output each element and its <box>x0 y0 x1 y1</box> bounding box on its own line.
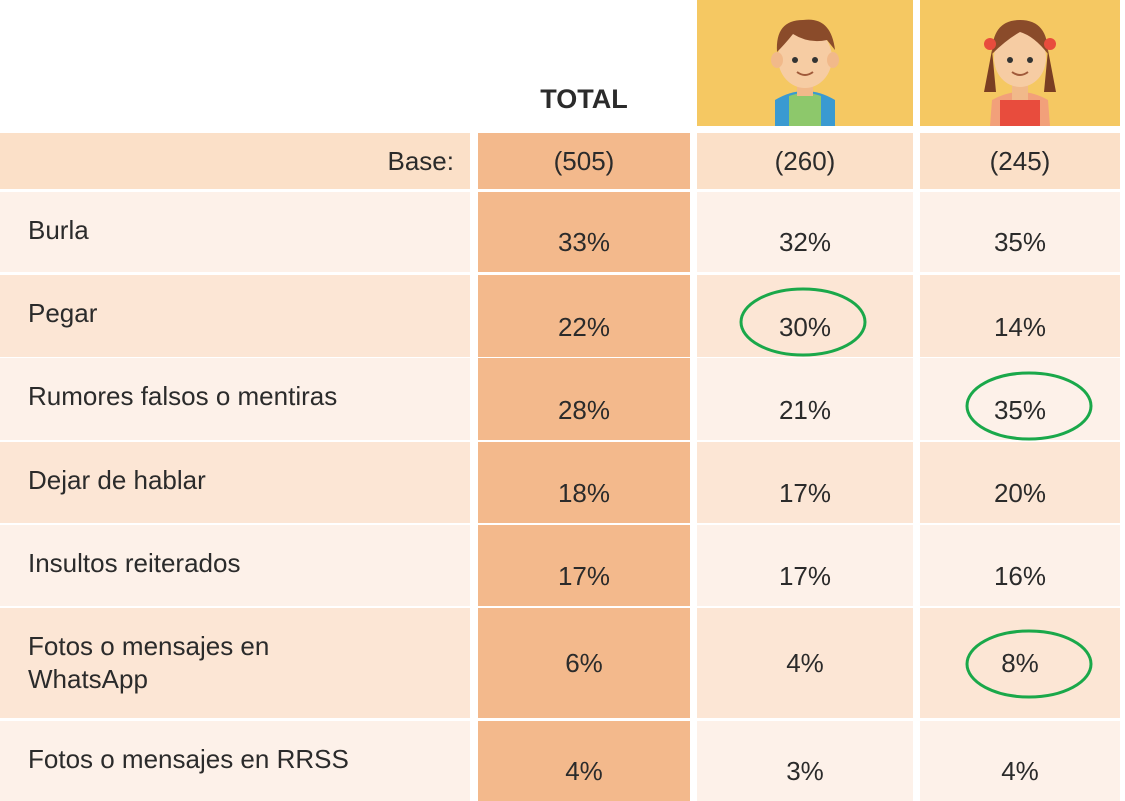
boy-icon <box>771 19 839 126</box>
row-value: 3% <box>697 721 913 801</box>
row-label-text: Burla <box>28 215 89 245</box>
row-label: Dejar de hablar <box>0 442 470 523</box>
row-label: Insultos reiterados <box>0 525 470 606</box>
row-value: 18% <box>478 442 690 523</box>
row-value: 17% <box>697 442 913 523</box>
row-value-text: 16% <box>993 561 1047 591</box>
row-value: 14% <box>920 275 1120 357</box>
row-value: 4% <box>920 721 1120 801</box>
base-label-text: Base: <box>387 145 455 176</box>
row-label-text: Fotos o mensajes en WhatsApp <box>28 631 270 694</box>
base-value: (505) <box>478 133 690 189</box>
row-value: 20% <box>920 442 1120 523</box>
girl-header <box>920 0 1120 126</box>
row-value-text: 35% <box>993 227 1047 257</box>
base-value-text: (260) <box>774 145 836 176</box>
row-value-text: 30% <box>778 312 832 342</box>
row-label-text: Fotos o mensajes en RRSS <box>28 744 349 774</box>
total-header: TOTAL <box>540 84 628 114</box>
row-value: 16% <box>920 525 1120 606</box>
row-label-text: Rumores falsos o mentiras <box>28 381 338 411</box>
row-value-text: 8% <box>1001 647 1039 678</box>
row-value-text: 28% <box>557 395 611 425</box>
base-value-text: (505) <box>553 145 615 176</box>
row-label: Fotos o mensajes en WhatsApp <box>0 608 470 718</box>
row-value-text: 18% <box>557 478 611 508</box>
base-label: Base: <box>0 133 470 189</box>
row-value: 17% <box>478 525 690 606</box>
row-value: 21% <box>697 358 913 440</box>
row-value-text: 17% <box>778 561 832 591</box>
row-value-text: 32% <box>778 227 832 257</box>
row-value: 4% <box>697 608 913 718</box>
row-value-text: 14% <box>993 312 1047 342</box>
row-label: Fotos o mensajes en RRSS <box>0 721 470 801</box>
row-value-text: 4% <box>1001 756 1039 786</box>
row-value-text: 21% <box>778 395 832 425</box>
row-value-text: 4% <box>786 647 824 678</box>
row-label: Rumores falsos o mentiras <box>0 358 470 440</box>
row-value-text: 17% <box>778 478 832 508</box>
row-value: 22% <box>478 275 690 357</box>
base-value: (245) <box>920 133 1120 189</box>
boy-header <box>697 0 913 126</box>
row-label-text: Pegar <box>28 298 98 328</box>
row-label: Burla <box>0 192 470 272</box>
girl-icon <box>984 20 1056 126</box>
base-value: (260) <box>697 133 913 189</box>
row-value: 30% <box>697 275 913 357</box>
row-label-text: Insultos reiterados <box>28 548 241 578</box>
row-value: 35% <box>920 358 1120 440</box>
row-value: 8% <box>920 608 1120 718</box>
row-value-text: 33% <box>557 227 611 257</box>
row-value: 6% <box>478 608 690 718</box>
row-label-text: Dejar de hablar <box>28 465 206 495</box>
row-value: 33% <box>478 192 690 272</box>
row-value: 17% <box>697 525 913 606</box>
row-value: 28% <box>478 358 690 440</box>
row-value-text: 20% <box>993 478 1047 508</box>
base-value-text: (245) <box>989 145 1051 176</box>
row-value: 4% <box>478 721 690 801</box>
row-label: Pegar <box>0 275 470 357</box>
row-value-text: 6% <box>565 647 603 678</box>
row-value-text: 4% <box>565 756 603 786</box>
row-value-text: 22% <box>557 312 611 342</box>
row-value: 35% <box>920 192 1120 272</box>
row-value: 32% <box>697 192 913 272</box>
row-value-text: 3% <box>786 756 824 786</box>
row-value-text: 35% <box>993 395 1047 425</box>
row-value-text: 17% <box>557 561 611 591</box>
